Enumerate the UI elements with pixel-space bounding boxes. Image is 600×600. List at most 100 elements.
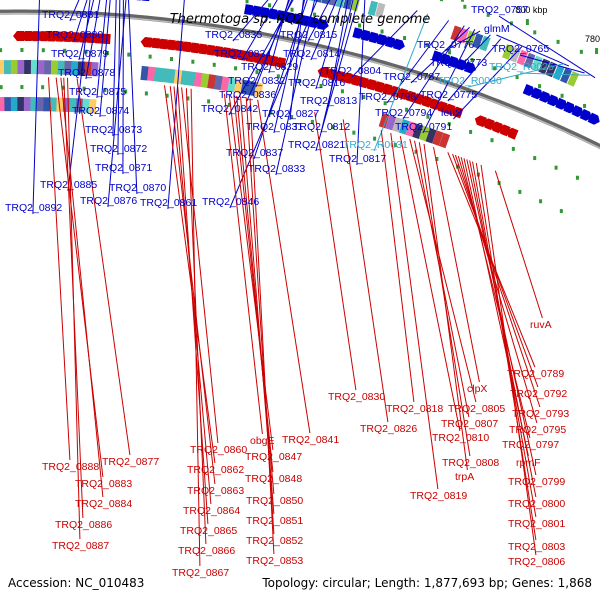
reverse-gene-arrow [91,33,103,44]
reverse-gene-arrow [195,43,208,55]
gene-label-line [433,147,480,383]
reverse-gene-arrow [13,31,24,41]
gene-label-line [223,93,263,435]
gene-label: TRQ2_0800 [508,498,565,510]
ring-dot [269,110,273,115]
ring-dot [127,52,131,57]
gene-label: TRQ2_0886 [55,519,112,531]
gene-label-line [310,0,338,61]
gene-label-line [253,0,308,160]
gene-label: TRQ2_0833 [248,163,305,175]
gene-label: clpX [467,383,487,395]
gene-label: TRQ2_0841 [282,434,339,446]
ring-dot [103,87,107,92]
annotation-block [160,67,169,83]
annotation-block [37,60,45,75]
gene-label: TRQ2_0835 [205,29,262,41]
ring-dot [440,0,444,2]
reverse-gene-arrow [203,44,216,56]
ring-dot [310,119,314,124]
annotation-block [412,123,424,139]
ring-dot [268,3,272,8]
gene-label-line [229,0,318,209]
annotation-block [502,44,514,60]
gene-label-line [69,0,80,22]
ring-dot [414,149,418,154]
gene-label: TRQ2_0861 [140,197,197,209]
gene-label: TRQ2_0827 [262,108,319,120]
ring-dot [20,48,24,53]
gene-label: TRQ2_0860 [190,444,247,456]
ring-dot [539,199,543,204]
ring-dot [165,93,169,98]
gene-label-line [268,0,289,74]
gene-label-line [466,159,537,476]
forward-gene-arrow [316,18,329,31]
gene-label-line [32,0,40,215]
gene-label: TRQ2_0883 [75,478,132,490]
ring-dot [469,129,473,134]
annotation-block [392,117,404,133]
reverse-gene-arrow [83,32,95,44]
annotation-block [523,52,536,69]
gene-label-line [55,77,104,478]
gene-label-line [307,0,331,42]
annotation-block [398,119,410,135]
forward-gene-arrow [522,84,535,96]
forward-gene-arrow [579,108,592,121]
ring-dot [276,74,280,79]
gene-label: TRQ2_0853 [246,555,303,567]
gene-label: TRQ2_0877 [102,456,159,468]
gene-label: TRQ2_0850 [246,495,303,507]
ring-dot [426,114,430,119]
annotation-block [545,61,558,78]
gene-label: TRQ2_0865 [180,525,237,537]
annotation-block [69,97,77,113]
ring-dot [380,29,384,34]
ring-dot [470,58,474,63]
ring-dot [490,138,494,143]
annotation-block [82,98,90,113]
reverse-gene-arrow [211,45,224,57]
reverse-gene-arrow [140,37,153,48]
gene-label: TRQ2_0816 [288,77,345,89]
ring-dot [493,66,497,71]
gene-label: TRQ2_0765 [492,43,549,55]
forward-gene-arrow [141,0,154,2]
gene-label: TRQ2_0805 [448,403,505,415]
label-layer: 780 kbp800 kbp820 kbp840 kbp860 kbp880 k… [5,4,600,579]
gene-label: TRQ2_0806 [508,556,565,568]
gene-label-line [315,0,359,152]
gene-label: TRQ2_0819 [410,490,467,502]
reverse-gene-arrow [372,81,385,93]
annotation-block [418,125,430,142]
annotation-block [17,97,25,111]
gene-label-line [112,0,117,137]
ring-dot [144,91,148,96]
annotation-block [321,0,332,5]
ring-dot [82,86,86,91]
reverse-gene-arrow [274,57,287,69]
gene-label: TRQ2_0864 [183,505,240,517]
gene-label: TRQ2_0826 [360,423,417,435]
gene-label-line [498,15,596,79]
ring-dot [170,56,174,61]
ring-dot [579,49,583,54]
reverse-gene-arrow [164,39,176,51]
ring-dot [393,143,397,148]
ring-dot [448,50,452,55]
gene-label-line [228,0,294,116]
gene-label: TRQ2_0884 [75,498,132,510]
ring-dot [425,42,429,47]
ring-dot [352,130,356,135]
gene-label: TRQ2_0801 [508,518,565,530]
annotation-block [552,64,565,81]
ring-dot [447,122,451,127]
forward-gene-arrow [392,38,405,51]
annotation-block [220,76,230,92]
annotation-block [17,60,25,74]
annotation-block [213,75,223,91]
gene-label: TRQ2_0815 [280,29,337,41]
gene-label: TRQ2_0813 [300,95,357,107]
reverse-gene-arrow [44,31,56,42]
